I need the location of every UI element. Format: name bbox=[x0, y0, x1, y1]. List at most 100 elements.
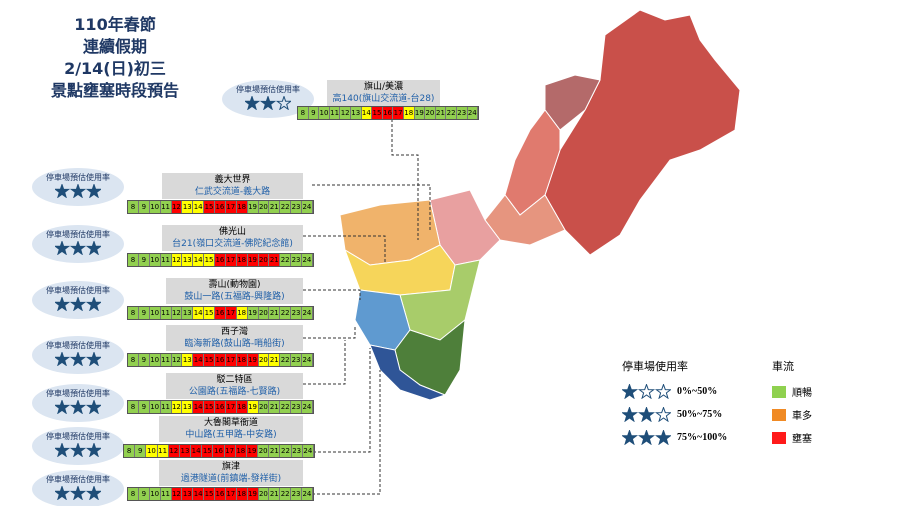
hour-cell: 14 bbox=[193, 354, 205, 366]
hour-cell: 18 bbox=[236, 354, 248, 366]
hour-cell: 9 bbox=[138, 201, 150, 213]
hour-cell: 19 bbox=[414, 107, 426, 119]
spot-route: 仁武交流道-義大路 bbox=[194, 187, 271, 197]
hour-cell: 17 bbox=[393, 107, 404, 119]
hour-cell: 23 bbox=[291, 401, 302, 413]
star-filled bbox=[69, 484, 87, 501]
legend-traffic-label: 順暢 bbox=[792, 388, 812, 399]
title-line: 連續假期 bbox=[82, 37, 147, 56]
legend-swatch bbox=[772, 408, 786, 421]
spot-route: 鼓山一路(五福路-興隆路) bbox=[184, 292, 285, 302]
hour-cell: 8 bbox=[128, 254, 139, 266]
spot-route: 臨海新路(鼓山路-哨船街) bbox=[184, 339, 285, 349]
hour-cell: 20 bbox=[258, 307, 270, 319]
hour-cell: 20 bbox=[425, 107, 436, 119]
hour-cell: 16 bbox=[382, 107, 394, 119]
star-filled bbox=[69, 350, 87, 367]
star-filled bbox=[69, 295, 87, 312]
hour-cell: 14 bbox=[193, 201, 205, 213]
hour-cell: 15 bbox=[204, 201, 215, 213]
hour-cell: 24 bbox=[302, 445, 314, 457]
connector bbox=[303, 289, 361, 300]
hour-cell: 17 bbox=[225, 307, 237, 319]
hour-cell: 9 bbox=[138, 307, 150, 319]
hour-cell: 21 bbox=[269, 201, 281, 213]
spot-route: 高140(旗山交流道-台28) bbox=[332, 94, 435, 104]
connector bbox=[303, 340, 346, 385]
hour-cell: 13 bbox=[182, 307, 194, 319]
hour-cell: 23 bbox=[291, 254, 302, 266]
hour-cell: 12 bbox=[171, 401, 183, 413]
star-filled bbox=[85, 350, 103, 367]
spot-name: 大魯閣草衙道 bbox=[203, 418, 258, 428]
hour-cell: 8 bbox=[128, 307, 139, 319]
legend-parking-label: 50%~75% bbox=[677, 409, 723, 420]
hour-cell: 8 bbox=[298, 107, 309, 119]
hour-cell: 9 bbox=[308, 107, 320, 119]
hour-cell: 23 bbox=[291, 354, 302, 366]
star-rating bbox=[243, 94, 293, 111]
hour-cell: 11 bbox=[160, 307, 172, 319]
star-filled bbox=[622, 407, 639, 422]
hour-cell: 10 bbox=[149, 254, 161, 266]
hour-cell: 24 bbox=[302, 401, 313, 413]
hour-cell: 19 bbox=[246, 445, 259, 457]
star-empty bbox=[275, 94, 293, 111]
star-rating bbox=[53, 182, 103, 199]
hour-cell: 11 bbox=[157, 445, 169, 457]
hour-cell: 16 bbox=[213, 445, 225, 457]
parking-badge: 停車場預估使用率 bbox=[32, 168, 124, 206]
legend-traffic-item: 順暢 bbox=[772, 384, 812, 399]
hour-cell: 24 bbox=[467, 107, 479, 119]
hour-cell: 22 bbox=[446, 107, 457, 119]
parking-badge: 停車場預估使用率 bbox=[32, 336, 124, 374]
star-filled bbox=[85, 295, 103, 312]
hour-cell: 21 bbox=[269, 488, 281, 500]
hour-cell: 24 bbox=[302, 307, 313, 319]
title-line: 110年春節 bbox=[74, 15, 156, 34]
hour-cell: 14 bbox=[193, 488, 205, 500]
star-rating bbox=[622, 430, 671, 445]
star-filled bbox=[69, 239, 87, 256]
map bbox=[339, 9, 741, 401]
legend-parking-item: 0%~50% bbox=[622, 384, 717, 399]
hour-row: 8 9 10 11 12 13 14 15 16 17 18 19 20 21 22 23 24 bbox=[127, 487, 314, 501]
hour-cell: 24 bbox=[302, 354, 313, 366]
hour-cell: 13 bbox=[182, 401, 194, 413]
hour-cell: 12 bbox=[340, 107, 351, 119]
badge-label: 停車場預估使用率 bbox=[46, 173, 110, 182]
map-region bbox=[369, 344, 447, 401]
star-filled bbox=[53, 239, 71, 256]
hour-row: 8 9 10 11 12 13 14 15 16 17 18 19 20 21 22 23 24 bbox=[123, 444, 315, 458]
title-line: 2/14(日)初三 bbox=[64, 59, 166, 78]
parking-badge: 停車場預估使用率 bbox=[32, 281, 124, 319]
hour-cell: 18 bbox=[236, 307, 248, 319]
spot-box: 壽山(動物園) 鼓山一路(五福路-興隆路) bbox=[166, 278, 303, 304]
legend-swatch bbox=[772, 385, 786, 398]
badge-label: 停車場預估使用率 bbox=[46, 341, 110, 350]
hour-cell: 15 bbox=[204, 254, 215, 266]
hour-cell: 20 bbox=[258, 401, 270, 413]
star-filled bbox=[53, 295, 71, 312]
hour-cell: 23 bbox=[456, 107, 468, 119]
star-rating bbox=[53, 295, 103, 312]
spot-route: 過港隧道(前鎮端-發祥街) bbox=[180, 474, 282, 484]
legend-parking-label: 0%~50% bbox=[677, 386, 718, 397]
star-filled bbox=[85, 441, 103, 458]
spot-box: 旗山/美濃 高140(旗山交流道-台28) bbox=[327, 80, 440, 106]
badge-label: 停車場預估使用率 bbox=[46, 230, 110, 239]
hour-cell: 16 bbox=[215, 488, 226, 500]
hour-cell: 14 bbox=[191, 445, 203, 457]
hour-cell: 8 bbox=[128, 488, 139, 500]
parking-badge: 停車場預估使用率 bbox=[32, 225, 124, 263]
hour-cell: 11 bbox=[329, 107, 341, 119]
hour-cell: 23 bbox=[291, 445, 303, 457]
hour-cell: 19 bbox=[247, 488, 259, 500]
hour-cell: 21 bbox=[269, 254, 281, 266]
hour-cell: 13 bbox=[182, 201, 194, 213]
hour-cell: 13 bbox=[182, 488, 194, 500]
spot-name: 旗津 bbox=[221, 462, 240, 472]
spot-box: 大魯閣草衙道 中山路(五甲路-中安路) bbox=[159, 416, 303, 442]
star-empty bbox=[654, 384, 671, 399]
hour-cell: 11 bbox=[160, 488, 172, 500]
